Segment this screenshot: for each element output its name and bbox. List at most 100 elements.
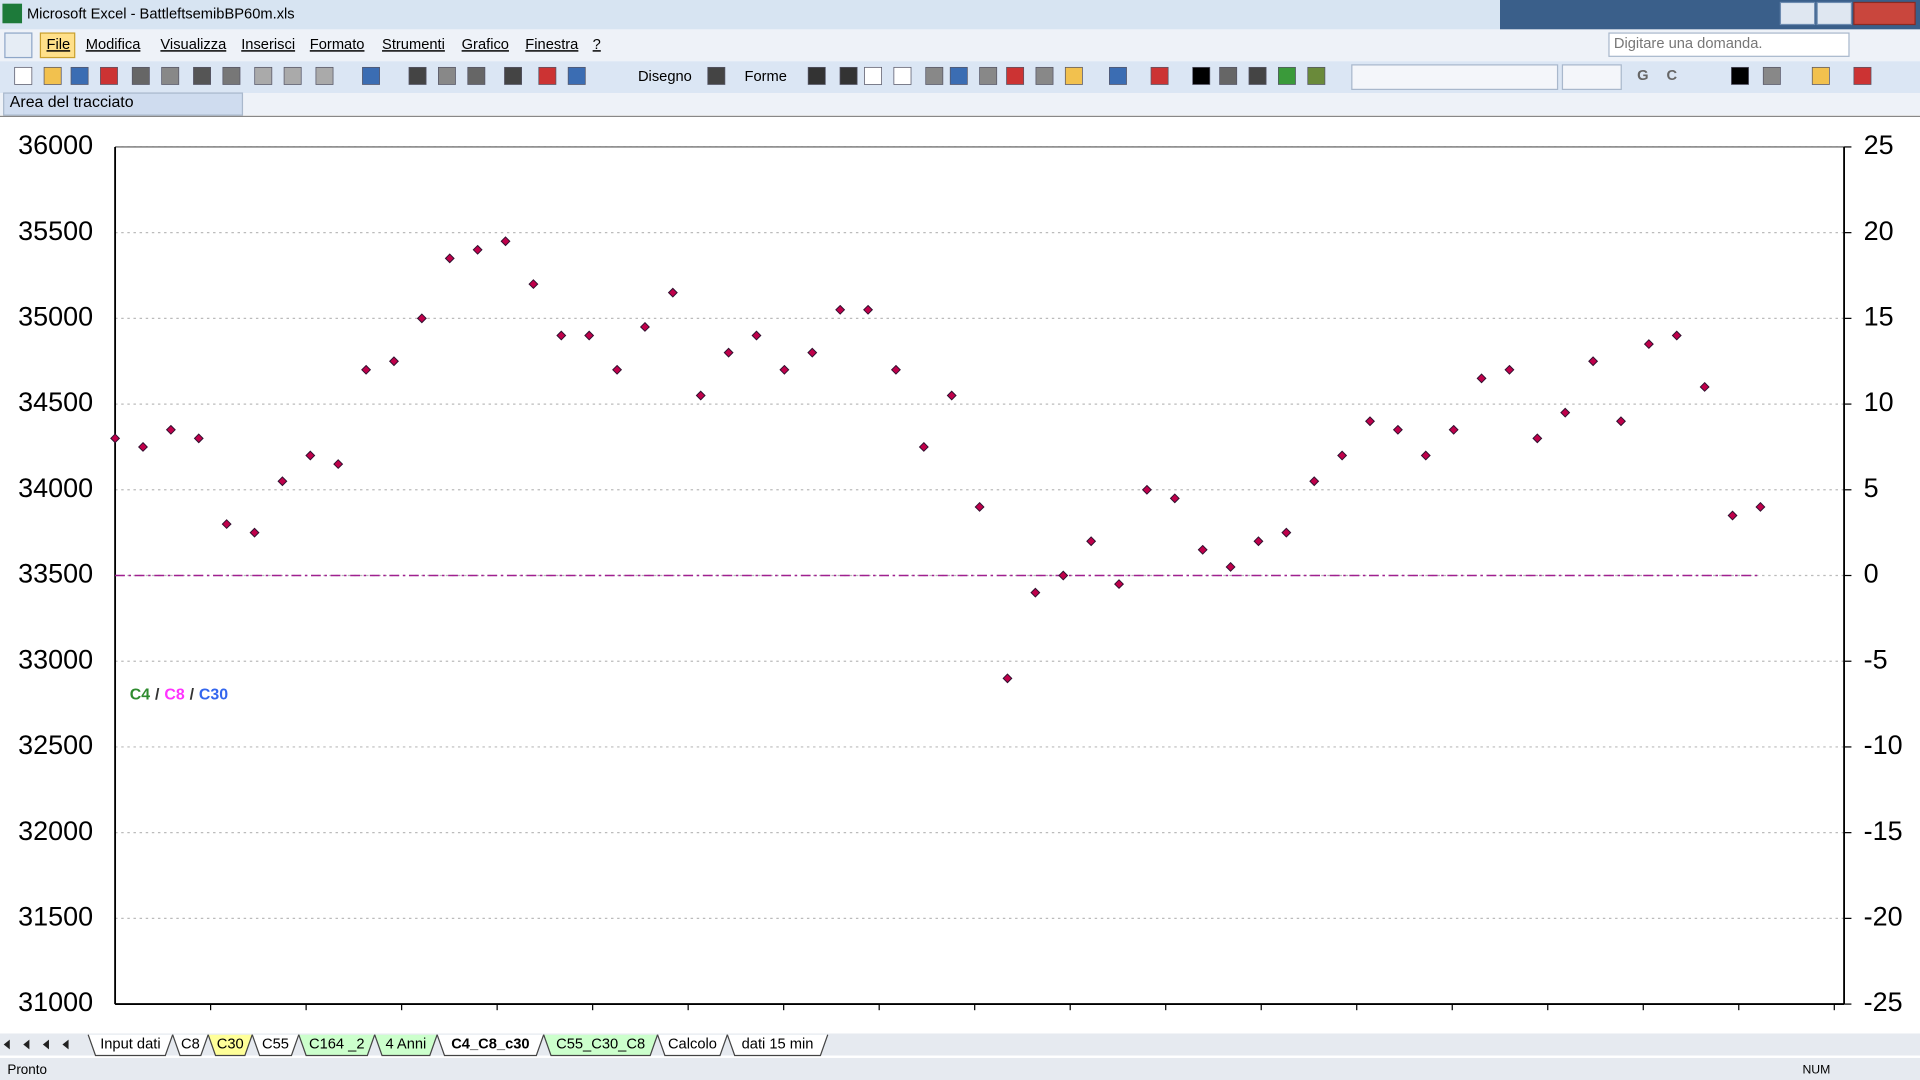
toolbar-button[interactable] xyxy=(1811,66,1830,85)
data-point xyxy=(974,501,985,512)
italic-button[interactable]: C xyxy=(1667,68,1678,84)
data-point xyxy=(779,364,790,375)
toolbar-button[interactable] xyxy=(864,66,882,85)
sheet-tab-label: C55_C30_C8 xyxy=(556,1036,645,1052)
toolbar-button[interactable] xyxy=(567,66,586,85)
sheet-tab-label: C8 xyxy=(181,1036,200,1052)
toolbar-button[interactable] xyxy=(438,66,456,85)
data-point xyxy=(863,304,874,315)
data-point xyxy=(1141,484,1152,495)
sheet-tab[interactable] xyxy=(543,1034,659,1057)
toolbar-button[interactable] xyxy=(1035,66,1054,85)
toolbar-button[interactable] xyxy=(1278,66,1296,85)
close-button[interactable] xyxy=(1853,1,1916,26)
sheet-tab[interactable] xyxy=(251,1034,300,1057)
sheet-tab[interactable] xyxy=(436,1034,545,1057)
sheet-tab[interactable] xyxy=(172,1034,209,1057)
sheet-tab[interactable] xyxy=(656,1034,728,1057)
size-box[interactable] xyxy=(1561,64,1622,90)
toolbar-button[interactable] xyxy=(1219,66,1238,85)
toolbar-button[interactable] xyxy=(14,66,33,85)
data-point xyxy=(1448,424,1459,435)
legend: C4/C8/C30 xyxy=(130,687,228,704)
toolbar-button[interactable] xyxy=(1307,66,1326,85)
tab-scroll-button[interactable] xyxy=(23,1039,30,1050)
tab-scroll-button[interactable] xyxy=(42,1039,49,1050)
toolbar-button[interactable] xyxy=(131,66,150,85)
menu-item[interactable]: Strumenti xyxy=(382,37,445,53)
toolbar-button[interactable] xyxy=(504,66,522,85)
menu-item[interactable]: Visualizza xyxy=(160,37,227,53)
tab-scroll-button[interactable] xyxy=(3,1039,10,1050)
toolbar-button[interactable] xyxy=(949,66,968,85)
toolbar-button[interactable] xyxy=(1731,66,1749,85)
toolbar-button[interactable] xyxy=(979,66,998,85)
sheet-tab[interactable] xyxy=(87,1034,174,1057)
data-point xyxy=(807,347,818,358)
toolbar-button[interactable] xyxy=(362,66,380,85)
toolbar-button[interactable] xyxy=(839,66,858,85)
toolbar-button[interactable] xyxy=(1762,66,1781,85)
data-point xyxy=(1699,381,1710,392)
data-point xyxy=(1504,364,1515,375)
tab-scroll-button[interactable] xyxy=(62,1039,69,1050)
status-bar xyxy=(0,1057,1920,1080)
menu-item[interactable]: Modifica xyxy=(86,37,142,53)
toolbar-button[interactable] xyxy=(222,66,241,85)
toolbar-button[interactable] xyxy=(1006,66,1025,85)
drawing-menu[interactable]: Disegno xyxy=(638,69,692,85)
status-text: Pronto xyxy=(7,1062,47,1077)
y2-tick-label: -10 xyxy=(1864,730,1903,760)
menu-item[interactable]: Inserisci xyxy=(241,37,295,53)
toolbar-button[interactable] xyxy=(893,66,912,85)
toolbar-button[interactable] xyxy=(254,66,273,85)
menu-item[interactable]: ? xyxy=(593,37,601,53)
help-box[interactable] xyxy=(1608,32,1850,57)
data-point xyxy=(528,279,539,290)
toolbar-button[interactable] xyxy=(707,66,726,85)
shapes-menu[interactable]: Forme xyxy=(744,69,786,85)
toolbar-button[interactable] xyxy=(70,66,89,85)
toolbar-button[interactable] xyxy=(100,66,118,85)
data-point xyxy=(1755,501,1766,512)
toolbar-button[interactable] xyxy=(193,66,211,85)
toolbar-button[interactable] xyxy=(408,66,427,85)
maximize-button[interactable] xyxy=(1816,1,1853,26)
y2-tick-label: -25 xyxy=(1864,987,1903,1017)
toolbar-button[interactable] xyxy=(1853,66,1872,85)
sheet-tab[interactable] xyxy=(374,1034,438,1057)
toolbar-button[interactable] xyxy=(1248,66,1267,85)
toolbar-button[interactable] xyxy=(807,66,826,85)
toolbar-button[interactable] xyxy=(538,66,557,85)
menu-item[interactable]: File xyxy=(47,37,71,53)
sheet-tab-label: dati 15 min xyxy=(742,1036,814,1052)
toolbar-button[interactable] xyxy=(467,66,486,85)
toolbar-button[interactable] xyxy=(43,66,62,85)
toolbar-button[interactable] xyxy=(1150,66,1169,85)
data-point xyxy=(361,364,372,375)
sheet-tab-label: Calcolo xyxy=(668,1036,717,1052)
sheet-tab[interactable] xyxy=(207,1034,253,1057)
toolbar-button[interactable] xyxy=(1109,66,1127,85)
bold-button[interactable]: G xyxy=(1637,68,1648,84)
minimize-button[interactable] xyxy=(1779,1,1816,26)
y-tick-label: 32000 xyxy=(18,816,93,846)
data-point xyxy=(556,330,567,341)
toolbar-button[interactable] xyxy=(925,66,944,85)
toolbar-button[interactable] xyxy=(283,66,302,85)
toolbar-button[interactable] xyxy=(161,66,180,85)
menu-item[interactable]: Grafico xyxy=(462,37,509,53)
toolbar-button[interactable] xyxy=(315,66,334,85)
sheet-tab[interactable] xyxy=(298,1034,376,1057)
toolbar-button[interactable] xyxy=(1192,66,1211,85)
menu-item[interactable]: Formato xyxy=(310,37,365,53)
toolbar-button[interactable] xyxy=(1064,66,1083,85)
data-point xyxy=(165,424,176,435)
data-point xyxy=(1616,416,1626,427)
name-box[interactable] xyxy=(3,92,244,116)
y-tick-label: 31000 xyxy=(18,987,93,1017)
data-point xyxy=(1365,416,1375,427)
menu-item[interactable]: Finestra xyxy=(525,37,579,53)
font-box[interactable] xyxy=(1351,64,1559,90)
sheet-tab[interactable] xyxy=(726,1034,829,1057)
